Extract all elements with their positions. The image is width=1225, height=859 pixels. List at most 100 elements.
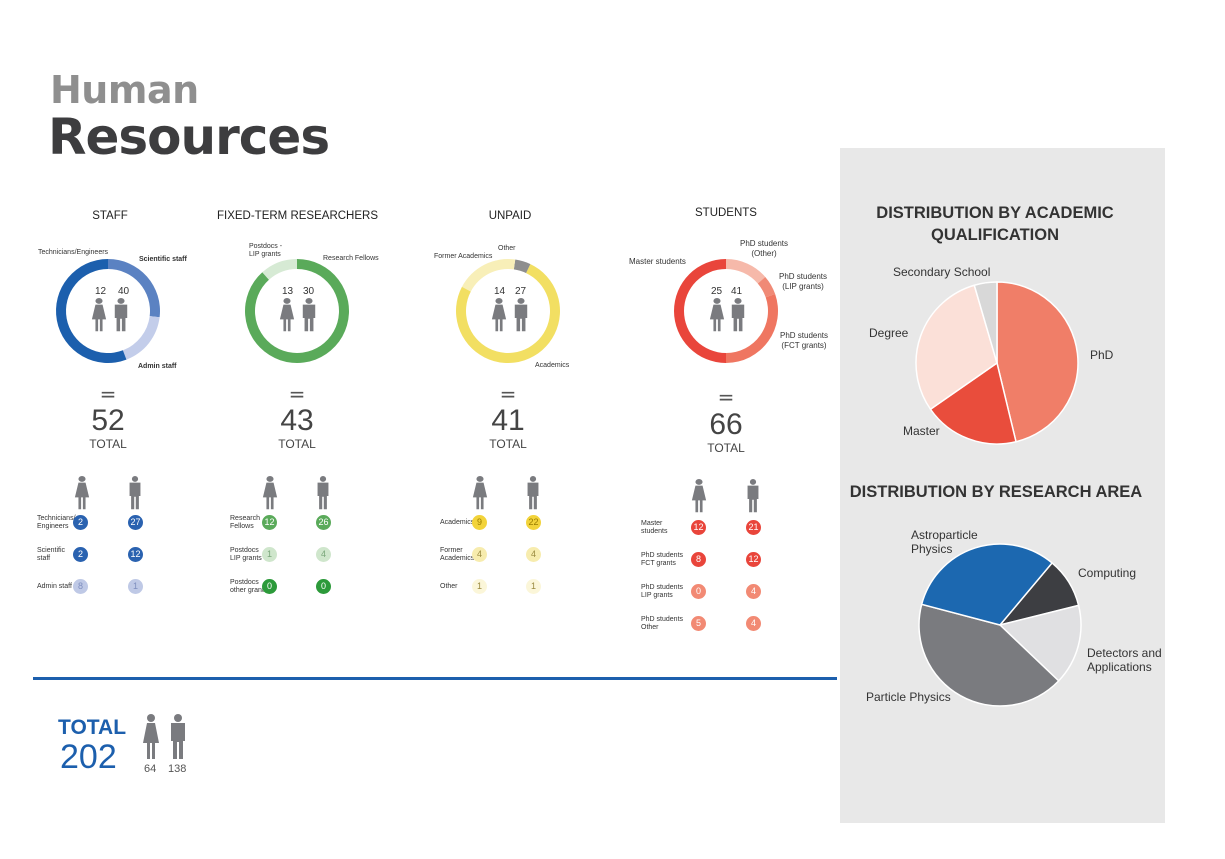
students-row-female-badge: 0	[691, 584, 706, 599]
fixed-row-female-badge: 0	[262, 579, 277, 594]
unpaid-label-other: Other	[498, 245, 516, 252]
grand-total-label: TOTAL	[58, 716, 127, 739]
staff-label-scientific: Scientific staff	[139, 256, 187, 263]
academic-slice-master	[929, 361, 1017, 445]
area-label-astroparticle: Astroparticle Physics	[911, 528, 978, 556]
fixed-total-label: TOTAL	[278, 437, 316, 451]
area-label-particle: Particle Physics	[866, 690, 951, 704]
fixed-slice-postdocs-lip-grants	[262, 259, 297, 280]
staff-row-male-badge: 12	[128, 547, 143, 562]
staff-equals: =	[99, 382, 117, 406]
unpaid-row-male-badge: 22	[526, 515, 541, 530]
students-slice-master-students	[674, 259, 726, 363]
students-row-male-badge: 4	[746, 584, 761, 599]
students-row-female-badge: 5	[691, 616, 706, 631]
grand-total-female: 64	[144, 763, 157, 775]
fixed-table-male-icon	[317, 476, 329, 510]
staff-slice-admin-staff	[122, 316, 160, 360]
staff-total-value: 52	[91, 404, 125, 437]
staff-male-icon	[114, 298, 128, 332]
students-total-label: TOTAL	[707, 441, 745, 455]
staff-slice-technicians-engineers	[55, 259, 127, 363]
unpaid-male-icon	[514, 298, 528, 332]
students-total-value: 66	[709, 408, 743, 441]
staff-label-admin: Admin staff	[138, 363, 177, 370]
students-row-label: PhD students FCT grants	[641, 552, 684, 567]
fixed-female-count: 13	[282, 286, 294, 297]
academic-chart-title: DISTRIBUTION BY ACADEMIC QUALIFICATION	[876, 204, 1114, 244]
area-label-detectors: Detectors and Applications	[1087, 646, 1162, 674]
fixed-row-male-badge: 26	[316, 515, 331, 530]
students-row-male-badge: 21	[746, 520, 761, 535]
staff-label-technicians: Technicians/Engineers	[38, 249, 109, 256]
area-slice-particle-physics	[918, 603, 1060, 707]
students-row-label: Master students	[641, 520, 668, 535]
staff-table-female-icon	[74, 476, 90, 510]
fixed-row-label: Research Fellows	[230, 515, 260, 530]
fixed-equals: =	[288, 382, 306, 406]
academic-label-secondary: Secondary School	[893, 265, 991, 279]
distribution-panel	[840, 148, 1165, 823]
unpaid-equals: =	[499, 382, 517, 406]
academic-label-degree: Degree	[869, 326, 909, 340]
staff-row-male-badge: 27	[128, 515, 143, 530]
students-row-label: PhD students Other	[641, 616, 684, 631]
students-table-female-icon	[691, 479, 707, 513]
fixed-row-female-badge: 12	[262, 515, 277, 530]
staff-total-label: TOTAL	[89, 437, 127, 451]
area-chart-title: DISTRIBUTION BY RESEARCH AREA	[849, 483, 1143, 501]
page-title-line1: Human	[50, 68, 199, 112]
fixed-label-postdocs: Postdocs - LIP grants	[249, 243, 283, 258]
students-male-icon	[731, 298, 745, 332]
staff-row-male-badge: 1	[128, 579, 143, 594]
unpaid-table-female-icon	[472, 476, 488, 510]
students-table-male-icon	[747, 479, 759, 513]
staff-row-female-badge: 8	[73, 579, 88, 594]
academic-label-phd: PhD	[1090, 348, 1114, 362]
unpaid-slice-other	[513, 259, 531, 274]
staff-row-label: Scientific staff	[37, 547, 66, 562]
unpaid-table-male-icon	[527, 476, 539, 510]
fixed-male-count: 30	[303, 286, 315, 297]
unpaid-slice-former-academics	[461, 259, 516, 292]
grand-total-male-icon	[171, 714, 185, 759]
staff-row-label: Technicians/ Engineers	[37, 515, 76, 530]
fixed-row-female-badge: 1	[262, 547, 277, 562]
staff-table-male-icon	[129, 476, 141, 510]
students-header: STUDENTS	[695, 207, 757, 219]
academic-slice-degree	[915, 284, 998, 411]
grand-total-female-icon	[143, 714, 159, 759]
staff-female-icon	[91, 298, 107, 332]
academic-label-master: Master	[903, 424, 940, 438]
fixed-row-male-badge: 4	[316, 547, 331, 562]
area-slice-detectors-and-applications	[998, 604, 1082, 682]
students-slice-phd-students-other-	[726, 259, 766, 284]
fixed-table-female-icon	[262, 476, 278, 510]
divider-line	[33, 677, 837, 680]
unpaid-female-icon	[491, 298, 507, 332]
students-slice-phd-students-lip-grants-	[757, 276, 776, 298]
fixed-male-icon	[302, 298, 316, 332]
unpaid-row-female-badge: 9	[472, 515, 487, 530]
students-female-icon	[709, 298, 725, 332]
students-male-count: 41	[731, 286, 743, 297]
unpaid-total-label: TOTAL	[489, 437, 527, 451]
fixed-row-label: Postdocs LIP grants	[230, 547, 262, 562]
students-female-count: 25	[711, 286, 723, 297]
staff-header: STAFF	[92, 210, 128, 222]
unpaid-male-count: 27	[515, 286, 527, 297]
fixed-header: FIXED-TERM RESEARCHERS	[216, 210, 379, 222]
unpaid-row-female-badge: 1	[472, 579, 487, 594]
students-row-male-badge: 4	[746, 616, 761, 631]
students-equals: =	[717, 385, 735, 409]
fixed-label-research: Research Fellows	[323, 255, 379, 262]
page-title-line2: Resources	[48, 108, 330, 166]
grand-total-male: 138	[168, 763, 187, 775]
unpaid-row-female-badge: 4	[472, 547, 487, 562]
staff-row-female-badge: 2	[73, 547, 88, 562]
